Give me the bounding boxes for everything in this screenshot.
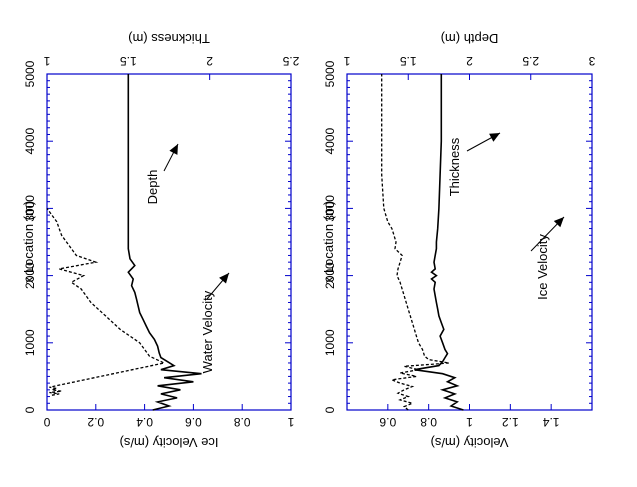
y2-tick-label: 1 bbox=[466, 415, 473, 429]
plot-frame bbox=[346, 73, 593, 411]
y2-tick-label: 0.6 bbox=[379, 415, 396, 429]
y2-tick-label: 1 bbox=[287, 415, 294, 429]
y-ticks: 1 1.5 2 2.5 bbox=[43, 54, 299, 80]
y-tick-label: 1 bbox=[343, 54, 350, 68]
x-tick-label: 5000 bbox=[323, 60, 337, 87]
water-velocity-arrowhead bbox=[219, 273, 229, 284]
x-tick-label: 2000 bbox=[323, 262, 337, 289]
y-tick-label: 1.5 bbox=[400, 54, 417, 68]
water-velocity-annotation: Water Velocity bbox=[200, 290, 215, 373]
thickness-line bbox=[127, 74, 202, 411]
y-tick-label: 2 bbox=[206, 54, 213, 68]
y2-axis-label: Velocity (m/s) bbox=[430, 435, 508, 450]
y2-ticks: 0 0.2 0.4 0.6 0.8 1 bbox=[43, 404, 294, 429]
depth-arrowhead bbox=[169, 144, 178, 155]
thickness-ice-velocity-panel: 0 1000 2000 3000 4000 5000 1 1.5 2 2.5 0 0.2 0.4 0.… bbox=[21, 31, 565, 450]
plot-frame bbox=[46, 73, 292, 411]
series-group bbox=[46, 74, 202, 411]
thickness-annotation: Thickness bbox=[447, 137, 462, 196]
y-tick-label: 1 bbox=[43, 54, 50, 68]
x-tick-label: 0 bbox=[23, 406, 37, 413]
x-tick-label: 2000 bbox=[23, 262, 37, 289]
y2-tick-label: 0.8 bbox=[234, 415, 251, 429]
x-ticks: 0 1000 2000 3000 4000 5000 bbox=[23, 60, 291, 413]
y-tick-label: 3 bbox=[588, 54, 595, 68]
x-tick-label: 1000 bbox=[23, 329, 37, 356]
y2-ticks: 0.6 0.8 1 1.2 1.4 bbox=[379, 404, 560, 429]
x-tick-label: 5000 bbox=[23, 60, 37, 87]
y-tick-label: 1.5 bbox=[120, 54, 137, 68]
depth-line bbox=[414, 74, 464, 411]
y-tick-label: 2 bbox=[466, 54, 473, 68]
y2-tick-label: 0.6 bbox=[185, 415, 202, 429]
x-tick-label: 0 bbox=[323, 406, 337, 413]
water-velocity-line bbox=[381, 74, 450, 411]
y2-tick-label: 0 bbox=[43, 415, 50, 429]
y2-tick-label: 0.4 bbox=[136, 415, 153, 429]
x-tick-label: 3000 bbox=[323, 195, 337, 222]
ice-velocity-line bbox=[46, 208, 167, 396]
thickness-arrowhead bbox=[489, 133, 500, 142]
y-tick-label: 2.5 bbox=[282, 54, 299, 68]
ice-velocity-annotation: Ice Velocity bbox=[535, 234, 550, 300]
y-ticks: 1 1.5 2 2.5 3 bbox=[343, 54, 595, 80]
depth-annotation: Depth bbox=[145, 170, 160, 205]
x-ticks: 0 1000 2000 3000 4000 5000 bbox=[323, 60, 592, 413]
y2-tick-label: 0.8 bbox=[420, 415, 437, 429]
y-axis-label: Thickness (m) bbox=[128, 31, 210, 46]
x-tick-label: 4000 bbox=[323, 128, 337, 155]
y2-tick-label: 1.4 bbox=[543, 415, 560, 429]
ice-velocity-arrowhead bbox=[553, 217, 564, 228]
y2-tick-label: 0.2 bbox=[87, 415, 104, 429]
x-axis-label: x Location (m) bbox=[321, 201, 336, 283]
x-axis-label: x Location (m) bbox=[21, 201, 36, 283]
y-axis-label: Depth (m) bbox=[441, 31, 499, 46]
y2-tick-label: 1.2 bbox=[502, 415, 519, 429]
x-tick-label: 4000 bbox=[23, 128, 37, 155]
x-tick-label: 3000 bbox=[23, 195, 37, 222]
series-group bbox=[381, 74, 464, 411]
y-tick-label: 2.5 bbox=[522, 54, 539, 68]
y2-axis-label: Ice Velocity (m/s) bbox=[120, 435, 219, 450]
x-tick-label: 1000 bbox=[323, 329, 337, 356]
